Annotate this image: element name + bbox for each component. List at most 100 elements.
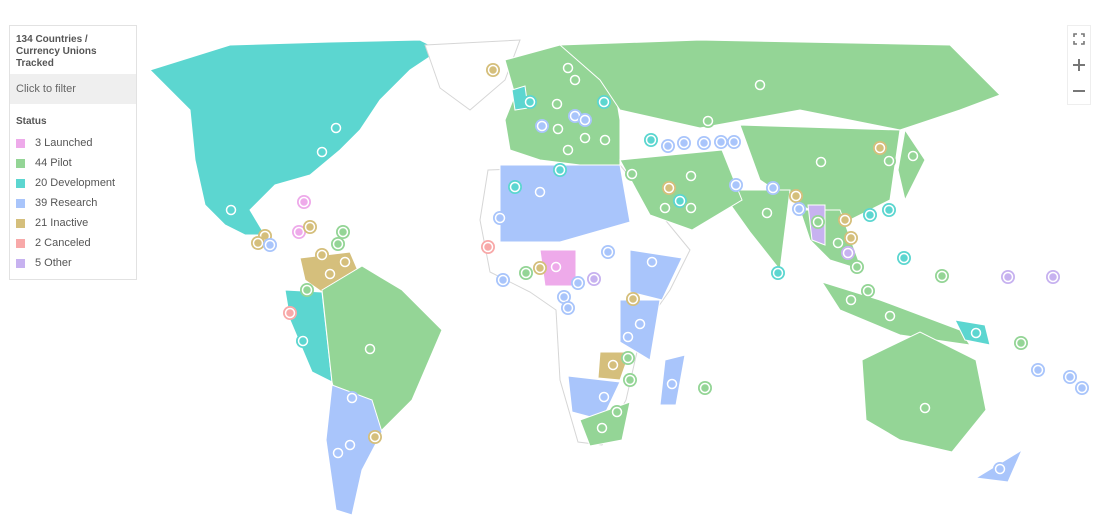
filter-button[interactable]: Click to filter <box>10 74 136 104</box>
marker-research[interactable] <box>621 330 635 344</box>
marker-canceled[interactable] <box>283 306 297 320</box>
marker-development[interactable] <box>508 180 522 194</box>
marker-pilot[interactable] <box>578 131 592 145</box>
marker-pilot[interactable] <box>883 309 897 323</box>
marker-inactive[interactable] <box>368 430 382 444</box>
marker-pilot[interactable] <box>698 381 712 395</box>
marker-inactive[interactable] <box>662 181 676 195</box>
marker-inactive[interactable] <box>251 236 265 250</box>
region-greenland[interactable] <box>424 39 521 111</box>
marker-pilot[interactable] <box>561 143 575 157</box>
marker-pilot[interactable] <box>684 169 698 183</box>
marker-pilot[interactable] <box>684 201 698 215</box>
marker-research[interactable] <box>561 301 575 315</box>
marker-research[interactable] <box>729 178 743 192</box>
region-middle-east[interactable] <box>619 149 743 231</box>
marker-research[interactable] <box>792 202 806 216</box>
marker-pilot[interactable] <box>625 167 639 181</box>
marker-pilot[interactable] <box>753 78 767 92</box>
region-north-africa[interactable] <box>499 164 631 243</box>
marker-pilot[interactable] <box>621 351 635 365</box>
legend-item-launched[interactable]: 3 Launched <box>10 133 136 153</box>
marker-other[interactable] <box>587 272 601 286</box>
marker-research[interactable] <box>263 238 277 252</box>
region-north-america[interactable] <box>149 39 441 236</box>
marker-development[interactable] <box>523 95 537 109</box>
marker-development[interactable] <box>673 194 687 208</box>
region-australia[interactable] <box>861 331 987 453</box>
marker-development[interactable] <box>969 326 983 340</box>
marker-other[interactable] <box>1046 270 1060 284</box>
marker-pilot[interactable] <box>760 206 774 220</box>
marker-research[interactable] <box>766 181 780 195</box>
marker-inactive[interactable] <box>338 255 352 269</box>
marker-research[interactable] <box>345 391 359 405</box>
marker-pilot[interactable] <box>861 284 875 298</box>
marker-pilot[interactable] <box>595 421 609 435</box>
marker-research[interactable] <box>578 113 592 127</box>
marker-pilot[interactable] <box>561 61 575 75</box>
marker-inactive[interactable] <box>486 63 500 77</box>
marker-research[interactable] <box>533 185 547 199</box>
marker-launched[interactable] <box>292 225 306 239</box>
marker-pilot[interactable] <box>811 215 825 229</box>
region-russia[interactable] <box>558 39 1001 131</box>
marker-pilot[interactable] <box>331 237 345 251</box>
marker-pilot[interactable] <box>568 73 582 87</box>
marker-pilot[interactable] <box>610 405 624 419</box>
marker-research[interactable] <box>1031 363 1045 377</box>
marker-development[interactable] <box>296 334 310 348</box>
marker-pilot[interactable] <box>1014 336 1028 350</box>
marker-inactive[interactable] <box>838 213 852 227</box>
marker-inactive[interactable] <box>789 189 803 203</box>
marker-canceled[interactable] <box>481 240 495 254</box>
marker-development[interactable] <box>597 95 611 109</box>
marker-research[interactable] <box>697 136 711 150</box>
marker-inactive[interactable] <box>533 261 547 275</box>
marker-inactive[interactable] <box>873 141 887 155</box>
marker-research[interactable] <box>661 139 675 153</box>
marker-research[interactable] <box>665 377 679 391</box>
marker-research[interactable] <box>571 276 585 290</box>
legend-item-development[interactable]: 20 Development <box>10 173 136 193</box>
marker-development[interactable] <box>644 133 658 147</box>
marker-pilot[interactable] <box>623 373 637 387</box>
marker-research[interactable] <box>1063 370 1077 384</box>
marker-pilot[interactable] <box>701 114 715 128</box>
marker-other[interactable] <box>841 246 855 260</box>
marker-pilot[interactable] <box>814 155 828 169</box>
legend-item-inactive[interactable]: 21 Inactive <box>10 213 136 233</box>
marker-inactive[interactable] <box>323 267 337 281</box>
marker-other[interactable] <box>1001 270 1015 284</box>
marker-launched[interactable] <box>297 195 311 209</box>
marker-research[interactable] <box>601 245 615 259</box>
marker-pilot[interactable] <box>831 236 845 250</box>
marker-research[interactable] <box>727 135 741 149</box>
marker-pilot[interactable] <box>935 269 949 283</box>
marker-pilot[interactable] <box>658 201 672 215</box>
marker-research[interactable] <box>677 136 691 150</box>
marker-launched[interactable] <box>549 260 563 274</box>
marker-pilot[interactable] <box>882 154 896 168</box>
marker-research[interactable] <box>331 446 345 460</box>
marker-research[interactable] <box>343 438 357 452</box>
legend-item-pilot[interactable]: 44 Pilot <box>10 153 136 173</box>
legend-item-other[interactable]: 5 Other <box>10 253 136 273</box>
marker-development[interactable] <box>882 203 896 217</box>
legend-item-research[interactable]: 39 Research <box>10 193 136 213</box>
marker-pilot[interactable] <box>918 401 932 415</box>
marker-pilot[interactable] <box>850 260 864 274</box>
marker-pilot[interactable] <box>844 293 858 307</box>
zoom-out-button[interactable] <box>1068 78 1090 104</box>
marker-pilot[interactable] <box>598 133 612 147</box>
fullscreen-button[interactable] <box>1068 26 1090 52</box>
legend-item-canceled[interactable]: 2 Canceled <box>10 233 136 253</box>
marker-development[interactable] <box>224 203 238 217</box>
marker-research[interactable] <box>714 135 728 149</box>
marker-research[interactable] <box>645 255 659 269</box>
marker-research[interactable] <box>1075 381 1089 395</box>
marker-development[interactable] <box>553 163 567 177</box>
marker-research[interactable] <box>493 211 507 225</box>
marker-development[interactable] <box>315 145 329 159</box>
